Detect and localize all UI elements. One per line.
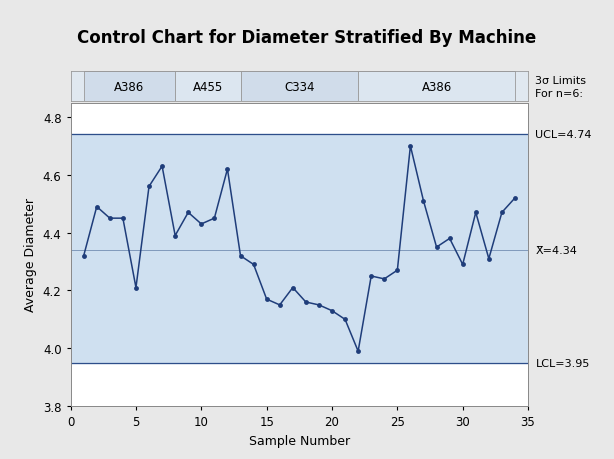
Bar bbox=[84, 72, 175, 102]
Bar bbox=[241, 72, 358, 102]
Text: A386: A386 bbox=[114, 80, 144, 94]
Text: A386: A386 bbox=[421, 80, 452, 94]
Text: For n=6:: For n=6: bbox=[535, 89, 583, 99]
Text: A455: A455 bbox=[193, 80, 223, 94]
Text: X̅=4.34: X̅=4.34 bbox=[535, 246, 577, 255]
Text: Control Chart for Diameter Stratified By Machine: Control Chart for Diameter Stratified By… bbox=[77, 29, 537, 47]
Text: LCL=3.95: LCL=3.95 bbox=[535, 358, 590, 368]
Y-axis label: Average Diameter: Average Diameter bbox=[25, 198, 37, 312]
Bar bbox=[175, 72, 241, 102]
Bar bbox=[358, 72, 515, 102]
Text: 3σ Limits: 3σ Limits bbox=[535, 75, 586, 85]
Text: C334: C334 bbox=[284, 80, 314, 94]
X-axis label: Sample Number: Sample Number bbox=[249, 434, 350, 447]
Text: UCL=4.74: UCL=4.74 bbox=[535, 130, 592, 140]
